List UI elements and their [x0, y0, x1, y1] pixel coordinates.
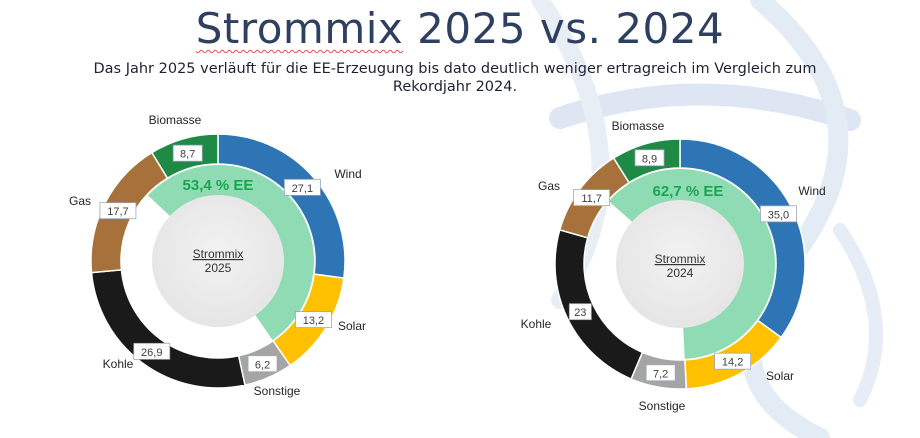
value-label-wind: 27,1	[292, 183, 313, 195]
value-label-gas: 11,7	[581, 193, 602, 205]
center-label-year: 2025	[205, 261, 232, 275]
value-label-box	[760, 205, 797, 223]
value-label-box	[133, 342, 171, 360]
value-label-sonstige: 7,2	[653, 368, 668, 380]
donut-chart-2024: 35,0 Wind 14,2 Solar 7,2 Sonstige 23 Kohle 11,7 G…	[521, 119, 826, 413]
value-label-box	[634, 149, 665, 167]
page-title: Strommix 2025 vs. 2024	[0, 4, 920, 53]
value-label-box	[283, 178, 321, 196]
value-label-box	[247, 355, 278, 373]
category-label-gas: Gas	[69, 194, 91, 208]
title-rest: 2025 vs. 2024	[403, 4, 725, 53]
value-label-kohle: 26,9	[141, 347, 162, 359]
value-label-solar: 14,2	[722, 357, 743, 369]
value-label-kohle: 23	[574, 307, 586, 319]
value-label-gas: 17,7	[107, 206, 128, 218]
category-label-biomasse: Biomasse	[612, 119, 665, 133]
value-label-wind: 35,0	[768, 209, 789, 221]
category-label-solar: Solar	[766, 369, 794, 383]
value-label-box	[714, 352, 752, 370]
value-label-box	[568, 303, 592, 321]
category-label-sonstige: Sonstige	[254, 384, 301, 398]
value-label-sonstige: 6,2	[255, 359, 270, 371]
category-label-wind: Wind	[798, 184, 825, 198]
value-label-solar: 13,2	[303, 315, 324, 327]
title-underlined-word: Strommix	[195, 4, 404, 53]
category-label-gas: Gas	[538, 179, 560, 193]
value-label-box	[99, 202, 137, 220]
center-label-title: Strommix	[655, 252, 706, 266]
category-label-sonstige: Sonstige	[639, 399, 686, 413]
subtitle: Das Jahr 2025 verläuft für die EE-Erzeug…	[60, 60, 850, 96]
value-label-box	[645, 364, 676, 382]
category-label-biomasse: Biomasse	[149, 113, 202, 127]
category-label-kohle: Kohle	[103, 357, 134, 371]
ee-share-label: 53,4 % EE	[183, 177, 254, 194]
subtitle-line-2: Rekordjahr 2024.	[392, 79, 518, 95]
ee-share-label: 62,7 % EE	[653, 183, 724, 200]
value-label-biomasse: 8,9	[642, 153, 657, 165]
value-label-box	[295, 311, 332, 329]
value-label-box	[172, 144, 203, 162]
center-disc	[152, 195, 284, 327]
center-disc	[616, 200, 744, 328]
category-label-wind: Wind	[334, 167, 361, 181]
category-label-kohle: Kohle	[521, 317, 552, 331]
center-label-title: Strommix	[193, 247, 244, 261]
donut-chart-2025: 27,1 Wind 13,2 Solar 6,2 Sonstige 26,9 Kohle 17,…	[69, 113, 366, 398]
category-label-solar: Solar	[338, 319, 366, 333]
subtitle-line-1: Das Jahr 2025 verläuft für die EE-Erzeug…	[93, 61, 817, 77]
center-label-year: 2024	[667, 266, 694, 280]
value-label-biomasse: 8,7	[180, 149, 195, 161]
value-label-box	[573, 189, 611, 207]
